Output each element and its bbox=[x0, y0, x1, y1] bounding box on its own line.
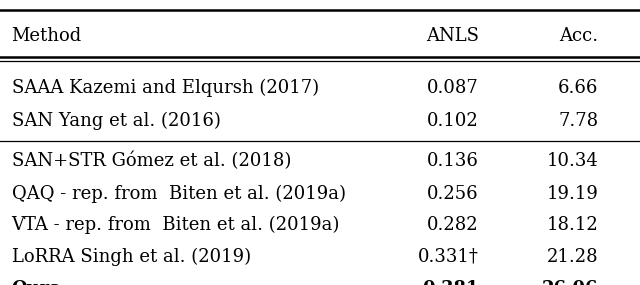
Text: ANLS: ANLS bbox=[426, 27, 479, 45]
Text: 21.28: 21.28 bbox=[547, 247, 598, 266]
Text: Acc.: Acc. bbox=[559, 27, 598, 45]
Text: 0.087: 0.087 bbox=[427, 79, 479, 97]
Text: 19.19: 19.19 bbox=[547, 185, 598, 203]
Text: Ours: Ours bbox=[12, 280, 60, 285]
Text: 18.12: 18.12 bbox=[547, 216, 598, 234]
Text: VTA - rep. from  Biten et al. (2019a): VTA - rep. from Biten et al. (2019a) bbox=[12, 216, 340, 234]
Text: QAQ - rep. from  Biten et al. (2019a): QAQ - rep. from Biten et al. (2019a) bbox=[12, 185, 346, 203]
Text: 0.381: 0.381 bbox=[422, 280, 479, 285]
Text: SAN Yang et al. (2016): SAN Yang et al. (2016) bbox=[12, 112, 220, 130]
Text: 7.78: 7.78 bbox=[558, 112, 598, 130]
Text: SAN+STR Gómez et al. (2018): SAN+STR Gómez et al. (2018) bbox=[12, 152, 291, 170]
Text: 0.256: 0.256 bbox=[427, 185, 479, 203]
Text: 10.34: 10.34 bbox=[547, 152, 598, 170]
Text: Method: Method bbox=[12, 27, 82, 45]
Text: 0.102: 0.102 bbox=[427, 112, 479, 130]
Text: SAAA Kazemi and Elqursh (2017): SAAA Kazemi and Elqursh (2017) bbox=[12, 79, 319, 97]
Text: 0.282: 0.282 bbox=[427, 216, 479, 234]
Text: 0.331†: 0.331† bbox=[418, 247, 479, 266]
Text: 0.136: 0.136 bbox=[427, 152, 479, 170]
Text: LoRRA Singh et al. (2019): LoRRA Singh et al. (2019) bbox=[12, 247, 251, 266]
Text: 6.66: 6.66 bbox=[558, 79, 598, 97]
Text: 26.06: 26.06 bbox=[542, 280, 598, 285]
